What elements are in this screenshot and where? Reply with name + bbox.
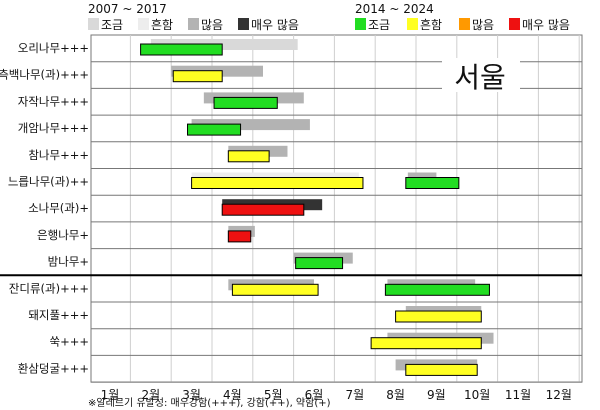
row-label: 쑥+++ xyxy=(50,335,90,349)
row-labels: 오리나무+++ 측백나무(과)+++ 자작나무+++ 개암나무+++ 참나무+++ 느릅나… xyxy=(0,41,89,375)
old-period-bar xyxy=(150,39,298,50)
new-period-bar xyxy=(140,43,223,56)
month-tick-label: 9월 xyxy=(427,388,446,402)
month-tick-label: 8월 xyxy=(386,388,405,402)
old-legend-label: 흔함 xyxy=(151,18,173,32)
new-period-bar xyxy=(405,177,460,189)
row-label: 개암나무+++ xyxy=(18,121,89,135)
month-tick-label: 7월 xyxy=(345,388,364,402)
old-period-bar xyxy=(191,119,310,131)
footnote: ※알레르기 유발성: 매우강함(+++), 강함(++), 약함(+) xyxy=(88,397,331,409)
grid xyxy=(0,34,583,383)
row-label: 참나무+++ xyxy=(28,148,89,162)
new-legend-swatch xyxy=(407,18,418,30)
row-label: 은행나무+ xyxy=(37,228,89,242)
old-legend-swatch xyxy=(88,18,99,30)
month-tick-label: 10월 xyxy=(464,388,490,402)
new-period-bar xyxy=(187,123,242,136)
new-legend-label: 매우 많음 xyxy=(522,18,570,32)
new-legend-swatch xyxy=(509,18,520,30)
new-period-bar xyxy=(231,283,319,296)
row-label: 잔디류(과)+++ xyxy=(9,281,89,295)
new-legend-label: 많음 xyxy=(472,18,494,32)
old-legend-label: 매우 많음 xyxy=(251,18,299,32)
old-legend-swatch xyxy=(188,18,199,30)
new-period-bar xyxy=(213,96,278,109)
month-axis: 1월 2월 3월 4월 5월 6월 7월 8월 9월 10월 11월 12월 xyxy=(101,388,572,402)
row-label: 소나무(과)+ xyxy=(28,201,89,215)
month-tick-label: 12월 xyxy=(546,388,572,402)
new-period-bar xyxy=(221,203,305,216)
new-legend-label: 조금 xyxy=(368,18,390,32)
new-period-label: 2014 ~ 2024 xyxy=(355,2,434,16)
old-period-label: 2007 ~ 2017 xyxy=(88,2,167,16)
old-legend-swatch xyxy=(238,18,249,30)
month-tick-label: 5월 xyxy=(264,388,283,402)
new-period-bar xyxy=(172,70,223,83)
new-legend-swatch xyxy=(459,18,470,30)
old-legend-swatch xyxy=(138,18,149,30)
new-period-bar xyxy=(227,230,252,243)
row-label: 느릅나무(과)++ xyxy=(8,175,89,189)
new-period-bar xyxy=(405,363,478,376)
new-period-bars xyxy=(140,43,490,376)
row-label: 오리나무+++ xyxy=(18,41,89,55)
new-legend-label: 흔함 xyxy=(420,18,442,32)
old-legend-label: 많음 xyxy=(201,18,223,32)
new-period-bar xyxy=(384,283,490,296)
new-period-bar xyxy=(295,257,344,270)
old-legend-label: 조금 xyxy=(101,18,123,32)
row-label: 측백나무(과)+++ xyxy=(0,68,89,82)
month-tick-label: 11월 xyxy=(505,388,531,402)
month-tick-label: 2월 xyxy=(141,388,160,402)
row-label: 돼지풀+++ xyxy=(28,308,89,322)
month-tick-label: 1월 xyxy=(101,388,120,402)
new-legend-swatch xyxy=(355,18,366,30)
legend: 2007 ~ 2017 조금 흔함 많음 매우 많음 2014 ~ 2024 조금 흔함 많음 매… xyxy=(88,2,570,32)
row-label: 자작나무+++ xyxy=(18,94,89,108)
month-tick-label: 3월 xyxy=(182,388,201,402)
new-period-bar xyxy=(370,337,482,350)
city-box xyxy=(442,58,520,92)
city-label: 서울 xyxy=(454,61,506,94)
row-label: 밤나무+ xyxy=(48,255,89,269)
new-period-bar xyxy=(191,177,364,189)
month-tick-label: 4월 xyxy=(223,388,242,402)
new-period-bar xyxy=(227,150,270,163)
month-tick-label: 6월 xyxy=(305,388,324,402)
row-label: 환삼덩굴+++ xyxy=(18,361,89,375)
new-period-bar xyxy=(395,310,482,323)
